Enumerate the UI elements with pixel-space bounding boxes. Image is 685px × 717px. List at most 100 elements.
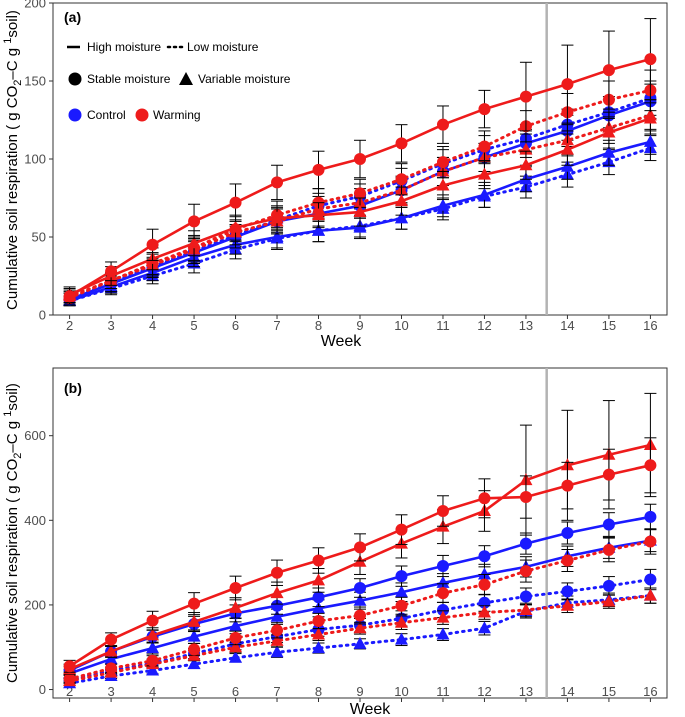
panel-a-y-tick-label: 200: [24, 0, 46, 11]
panel-b-data-point: [271, 624, 284, 637]
panel-b-x-tick-label: 7: [273, 684, 280, 699]
panel-b-data-point: [312, 554, 325, 567]
panel-a-data-point: [354, 153, 366, 165]
legend-control-swatch: [68, 108, 82, 122]
panel-b-series-warming-low-stable: [63, 528, 657, 685]
panel-a-data-point: [561, 78, 574, 91]
panel-a-x-tick-label: 11: [436, 318, 450, 333]
panel-a-data-point: [602, 125, 616, 138]
panel-a-data-point: [519, 158, 533, 171]
panel-a-data-point: [354, 187, 366, 200]
panel-b-data-point: [477, 567, 491, 580]
panel-b-data-point: [354, 541, 366, 554]
panel-b-data-point: [229, 582, 242, 594]
panel-b-data-point: [643, 588, 657, 601]
panel-b-data-point: [436, 604, 449, 616]
panel-b-data-point: [146, 641, 160, 654]
panel-b-y-label-prefix: Cumulative soil respiration ( g CO: [4, 459, 21, 683]
panel-a-data-point: [436, 178, 450, 191]
panel-a-data-point: [270, 211, 284, 224]
panel-b-data-point: [229, 631, 242, 644]
panel-b-data-point: [395, 570, 408, 583]
panel-a-data-point: [477, 167, 491, 180]
panel-b-data-point: [561, 554, 574, 567]
panel-b-y-tick-label: 600: [24, 428, 46, 443]
panel-a-x-tick-label: 7: [273, 318, 280, 333]
panel-b-y-tick-label: 400: [24, 513, 46, 528]
panel-a-data-point: [436, 118, 449, 131]
panel-a-series-line: [68, 96, 652, 301]
legend-triangle-marker: [179, 72, 193, 85]
panel-b-data-point: [312, 591, 325, 604]
panel-b-x-tick-label: 11: [436, 684, 450, 699]
panel-b-x-tick-label: 2: [66, 684, 73, 699]
panel-a-data-point: [187, 236, 201, 249]
panel-b-data-point: [63, 672, 76, 685]
panel-a-x-tick-label: 8: [315, 318, 322, 333]
panel-b-data-point: [644, 573, 657, 586]
panel-a-data-point: [643, 111, 657, 124]
panel-b-data-point: [602, 594, 616, 607]
panel-b-data-point: [104, 652, 118, 665]
panel-a-data-point: [560, 142, 574, 155]
panel-b-data-point: [602, 518, 615, 531]
panel-b-data-point: [644, 535, 657, 548]
panel-a-data-point: [312, 223, 326, 236]
panel-b-x-tick-label: 9: [356, 684, 363, 699]
panel-a-data-point: [477, 187, 491, 200]
panel-b-data-point: [271, 566, 284, 579]
panel-b-data-point: [478, 550, 491, 563]
legend-warming-swatch: [135, 108, 149, 122]
panel-b-data-point: [146, 614, 159, 627]
panel-b-data-point: [395, 599, 408, 612]
panel-b-x-tick-label: 12: [477, 684, 491, 699]
panel-b-data-point: [436, 505, 449, 517]
panel-b-y-label-suffix: soil): [4, 383, 21, 411]
panel-b-data-point: [436, 587, 449, 600]
panel-b-data-point: [519, 565, 532, 578]
panel-b-x-tick-label: 16: [643, 684, 657, 699]
panel-b-x-tick-label: 8: [315, 684, 322, 699]
legend-item-low-moisture: Low moisture: [166, 40, 259, 54]
legend: High moisture Low moisture Stable moistu…: [67, 40, 291, 122]
panel-a-data-point: [395, 137, 408, 150]
panel-b-data-point: [63, 660, 76, 673]
panel-a-x-tick-label: 6: [232, 318, 239, 333]
panel-b-data-point: [561, 527, 574, 539]
panel-b-data-point: [560, 598, 574, 611]
legend-label-variable-moisture: Variable moisture: [198, 72, 291, 86]
panel-b-data-point: [188, 597, 201, 610]
panel-a-data-point: [394, 211, 408, 224]
panel-a-data-point: [436, 156, 449, 169]
panel-a-x-tick-label: 4: [149, 318, 156, 333]
panel-a-data-point: [560, 159, 574, 172]
panel-b-y-label-mid: –C g: [4, 417, 21, 453]
legend-circle-marker: [68, 72, 82, 86]
panel-a-data-point: [602, 64, 615, 77]
panel-b-data-point: [436, 560, 449, 572]
panel-a-x-tick-label: 15: [602, 318, 616, 333]
panel-b-x-tick-label: 6: [232, 684, 239, 699]
panel-b-data-point: [188, 643, 201, 656]
panel-a-data-point: [436, 198, 450, 211]
panel-b-y-tick-label: 0: [39, 682, 46, 697]
panel-b-data-point: [353, 636, 367, 649]
panel-b-data-point: [395, 523, 408, 536]
panel-a-y-tick-label: 0: [39, 308, 46, 323]
panel-b-data-point: [602, 579, 615, 592]
panel-a-data-point: [478, 140, 491, 153]
panel-b-data-point: [271, 599, 284, 612]
panel-b-data-point: [394, 615, 408, 628]
legend-item-warming: Warming: [135, 108, 201, 122]
panel-b-x-axis-label: Week: [350, 701, 392, 717]
panel-a-data-point: [105, 265, 118, 278]
panel-a-x-tick-label: 9: [356, 318, 363, 333]
panel-a-data-point: [229, 220, 243, 233]
panel-a-x-axis-label: Week: [321, 333, 363, 350]
panel-b-data-point: [519, 491, 532, 504]
panel-b-label: (b): [64, 380, 82, 396]
panel-b-data-point: [519, 537, 532, 550]
panel-b-data-point: [478, 578, 491, 591]
panel-b-data-point: [519, 603, 533, 615]
